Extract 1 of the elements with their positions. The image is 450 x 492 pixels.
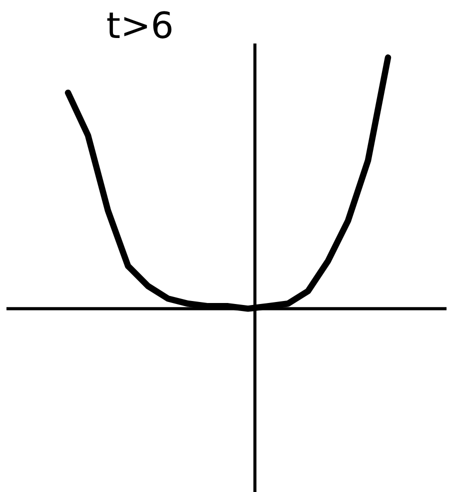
chart-title: t>6	[107, 11, 172, 38]
